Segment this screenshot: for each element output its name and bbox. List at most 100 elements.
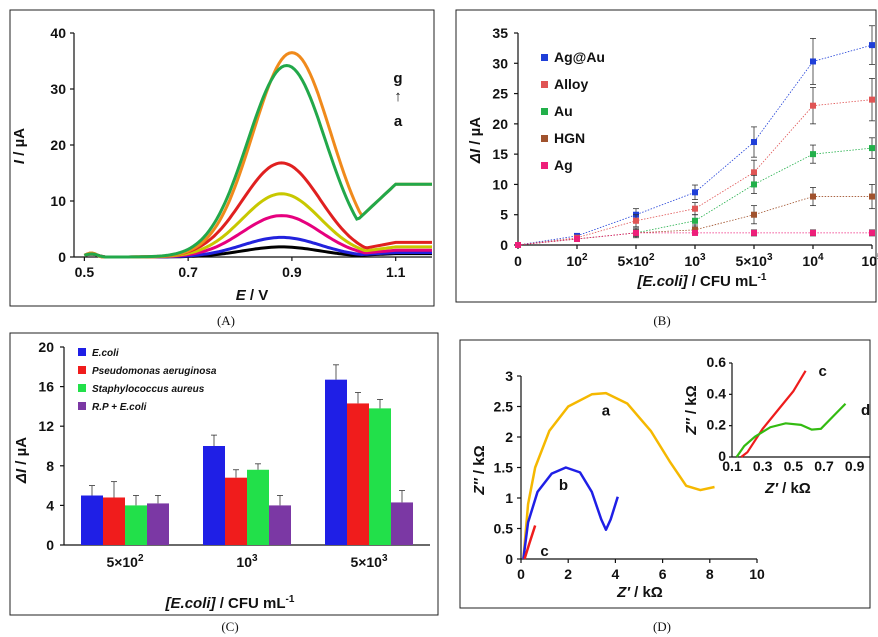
data-point-b xyxy=(751,181,757,188)
bar-c xyxy=(369,408,391,545)
curve-label-d: b xyxy=(559,477,568,494)
bar-c xyxy=(325,379,347,545)
chart-c: 0 4 8 12 16 20 5×102 103 5×103 E.coli Pseudomonas … xyxy=(9,332,439,616)
voltammogram-curve xyxy=(84,63,432,259)
y-tick-label-a: 40 xyxy=(50,25,66,41)
voltammogram-curve xyxy=(83,51,432,259)
y-tick-label-b: 15 xyxy=(492,146,508,162)
voltammogram-curve xyxy=(84,161,432,259)
y-axis-title-c: ΔI / µA xyxy=(13,437,30,484)
y-tick-label-d: 2.5 xyxy=(494,399,514,415)
data-point-b xyxy=(515,242,521,248)
data-point-b xyxy=(692,205,698,212)
legend-label-b: HGN xyxy=(554,130,585,146)
inset-curve-label: d xyxy=(861,402,870,419)
legend-marker-b xyxy=(541,81,548,88)
x-tick-label-c: 5×103 xyxy=(350,553,388,570)
data-point-b xyxy=(751,169,757,176)
y-tick-label-d: 3 xyxy=(505,368,513,384)
bar-c xyxy=(347,403,369,545)
legend-marker-c xyxy=(78,348,86,356)
bar-c xyxy=(269,505,291,545)
data-point-b xyxy=(869,42,875,49)
y-tick-label-b: 35 xyxy=(492,25,508,41)
y-tick-label-a: 10 xyxy=(50,193,66,209)
x-tick-label-c: 5×102 xyxy=(106,553,144,570)
y-axis-title-d: Z″ / kΩ xyxy=(471,445,488,495)
x-tick-label-b: 0 xyxy=(514,253,522,269)
bar-c xyxy=(391,502,413,545)
legend-marker-b xyxy=(541,108,548,115)
data-point-b xyxy=(633,217,639,224)
inset-y-tick-label: 0.6 xyxy=(707,354,727,370)
x-tick-label-c: 103 xyxy=(236,553,258,570)
y-tick-label-a: 30 xyxy=(50,81,66,97)
x-tick-label-b: 103 xyxy=(684,252,706,269)
y-tick-label-c: 0 xyxy=(46,537,54,553)
y-axis-title-a: I / µA xyxy=(11,128,28,164)
panel-d-frame xyxy=(459,339,871,609)
data-point-b xyxy=(574,235,580,242)
y-tick-label-a: 20 xyxy=(50,137,66,153)
bar-c xyxy=(81,495,103,545)
y-tick-label-b: 25 xyxy=(492,86,508,102)
legend-marker-b xyxy=(541,54,548,61)
data-point-b xyxy=(692,229,698,236)
inset-x-tick-label: 0.7 xyxy=(814,458,834,474)
curve-label-d: a xyxy=(602,403,611,420)
nyquist-curve-d xyxy=(522,391,715,560)
x-tick-label-a: 0.7 xyxy=(178,264,198,280)
legend-marker-c xyxy=(78,402,86,410)
data-point-b xyxy=(810,151,816,158)
x-tick-label-a: 0.9 xyxy=(282,264,302,280)
y-tick-label-c: 16 xyxy=(38,379,54,395)
x-tick-label-a: 1.1 xyxy=(386,264,406,280)
data-point-b xyxy=(869,96,875,103)
data-point-b xyxy=(810,102,816,109)
y-tick-label-b: 20 xyxy=(492,116,508,132)
data-point-b xyxy=(751,139,757,146)
panel-d: 0 2 4 6 8 10 0 0.5 1 1.5 2 2.5 3 Z′ / kΩ Z″ / kΩ a b c 0.1… xyxy=(440,330,878,620)
x-tick-label-a: 0.5 xyxy=(75,264,95,280)
chart-a: 0.5 0.7 0.9 1.1 0 10 20 30 40 E / V I / µA g↑ a xyxy=(9,9,435,307)
y-axis-title-b: ΔI / µA xyxy=(467,117,484,164)
x-tick-label-b: 5×103 xyxy=(735,252,773,269)
bar-c xyxy=(103,497,125,545)
inset-curve xyxy=(740,370,807,458)
data-point-b xyxy=(633,229,639,236)
x-axis-title-a: E / V xyxy=(236,287,269,304)
data-point-b xyxy=(869,193,875,200)
y-tick-label-c: 8 xyxy=(46,458,54,474)
panel-a-frame xyxy=(9,9,435,307)
panel-c-frame xyxy=(9,332,439,616)
legend-label-b: Ag@Au xyxy=(554,49,605,65)
y-tick-label-c: 12 xyxy=(38,418,54,434)
data-point-b xyxy=(692,189,698,196)
data-point-b xyxy=(869,229,875,236)
legend-label-c: Pseudomonas aeruginosa xyxy=(92,366,217,377)
panel-b: 0 5 10 15 20 25 30 35 0 102 5×102 103 5×103 104 105 [E.… xyxy=(440,0,878,320)
y-tick-label-b: 0 xyxy=(500,237,508,253)
data-point-b xyxy=(751,211,757,218)
inset-x-tick-label: 0.1 xyxy=(722,458,742,474)
x-tick-label-d: 10 xyxy=(749,566,765,582)
voltammogram-curve xyxy=(84,214,432,259)
nyquist-curve-d xyxy=(522,466,619,560)
data-point-b xyxy=(692,226,698,233)
caption-c: (C) xyxy=(221,619,239,634)
x-tick-label-d: 6 xyxy=(659,566,667,582)
inset-x-tick-label: 0.3 xyxy=(753,458,773,474)
y-tick-label-b: 30 xyxy=(492,55,508,71)
y-tick-label-d: 0 xyxy=(505,551,513,567)
inset-y-axis-title: Z″ / kΩ xyxy=(683,385,700,435)
bar-c xyxy=(203,446,225,545)
x-tick-label-b: 5×102 xyxy=(617,252,655,269)
inset-x-axis-title: Z′ / kΩ xyxy=(764,480,811,497)
chart-b: 0 5 10 15 20 25 30 35 0 102 5×102 103 5×103 104 105 [E.… xyxy=(455,9,878,303)
legend-label-b: Au xyxy=(554,103,573,119)
legend-label-c: R.P + E.coli xyxy=(92,402,147,413)
x-axis-title-c: [E.coli] / CFU mL-1 xyxy=(165,594,295,612)
annotation-a: a xyxy=(394,113,403,130)
x-tick-label-d: 0 xyxy=(517,566,525,582)
inset-y-tick-label: 0.4 xyxy=(707,385,727,401)
